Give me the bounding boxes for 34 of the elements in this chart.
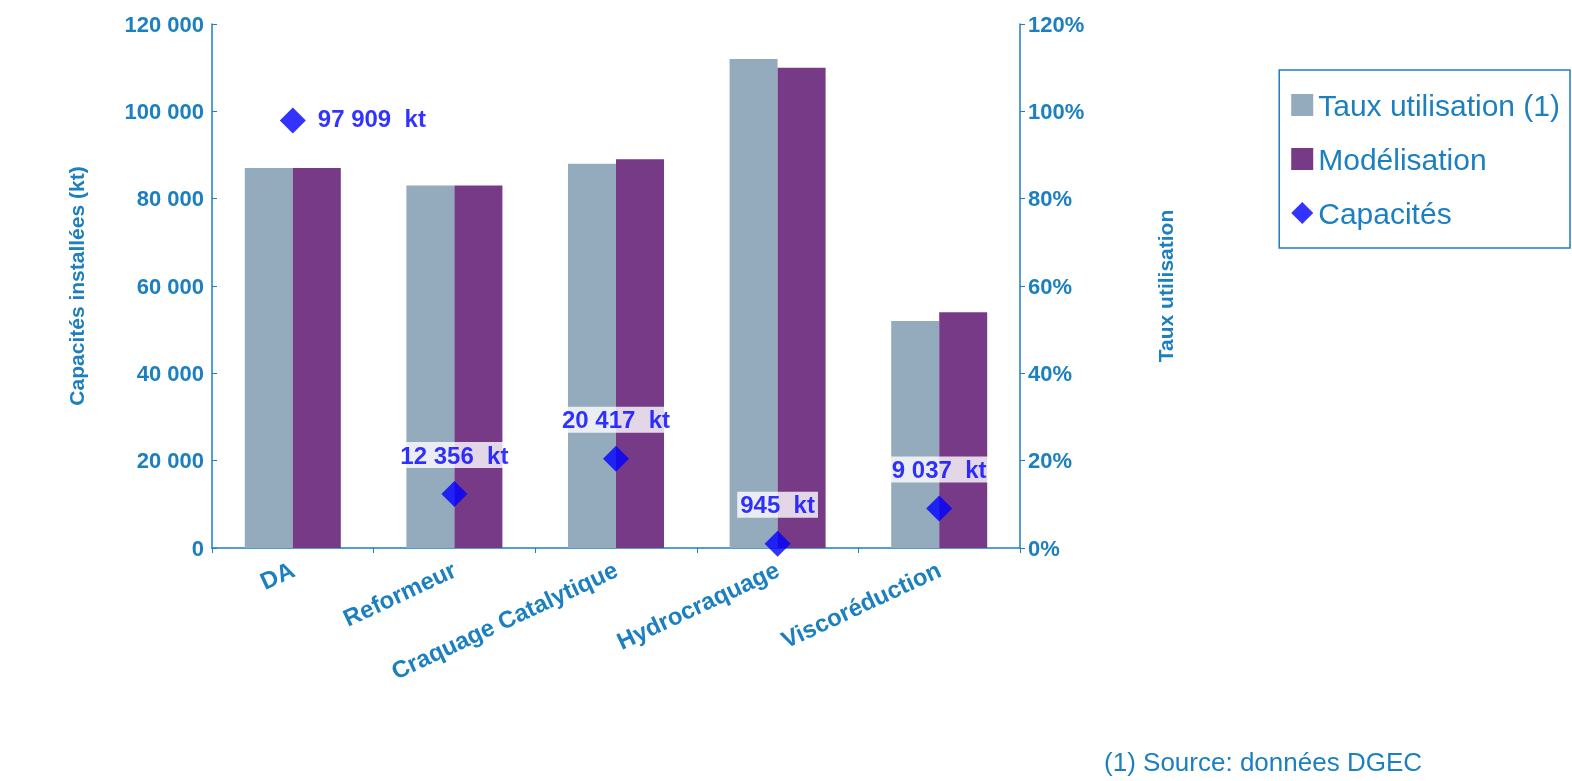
bar [244, 168, 293, 548]
y-tick-label: 40 000 [136, 360, 204, 386]
point [926, 495, 953, 522]
point [764, 530, 791, 557]
point [441, 481, 468, 508]
bar [292, 168, 341, 548]
data-label: 20 417 kt [561, 406, 671, 434]
text: (1) Source: données DGEC [1104, 747, 1423, 777]
y2-tick-label: 80% [1028, 186, 1073, 212]
y-tick-label: 0 [191, 535, 204, 561]
y2-tick-label: 60% [1028, 273, 1073, 299]
y-tick-label: 100 000 [124, 98, 204, 124]
y-axis-title: Capacités installées (kt) [65, 166, 88, 406]
bar [729, 58, 778, 548]
y2-axis-title: Taux utilisation [1154, 209, 1177, 363]
y-tick-label: 120 000 [124, 11, 204, 37]
y2-tick-label: 120% [1028, 11, 1085, 37]
y2-tick-label: 40% [1028, 360, 1073, 386]
point [279, 107, 306, 134]
y-tick-label: 20 000 [136, 448, 204, 474]
x-tick-label: DA [255, 555, 299, 595]
data-label: 12 356 kt [400, 441, 509, 469]
y2-tick-label: 20% [1028, 448, 1073, 474]
legend-label: Modélisation [1318, 142, 1487, 176]
y-tick-label: 80 000 [136, 186, 204, 212]
legend-label: Taux utilisation (1) [1318, 88, 1561, 122]
point [603, 445, 629, 472]
data-label: 945 kt [740, 491, 815, 519]
data-label: 97 909 kt [317, 104, 426, 132]
y2-tick-label: 100% [1028, 98, 1085, 124]
data-label: 9 037 kt [891, 456, 987, 484]
y-tick-label: 60 000 [136, 273, 204, 299]
y2-tick-label: 0% [1028, 535, 1060, 561]
legend-label: Capacités [1318, 196, 1452, 230]
